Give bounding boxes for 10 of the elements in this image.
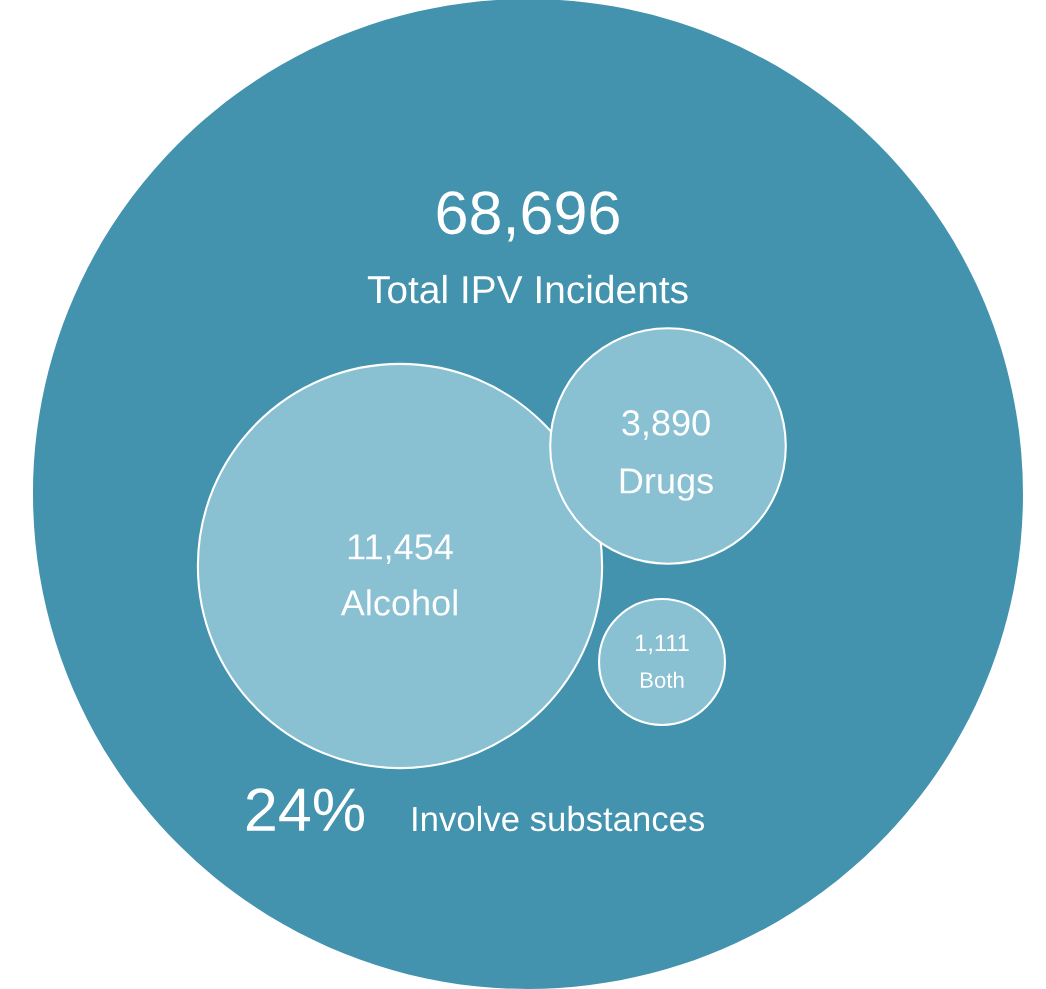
- data-label: 11,454: [348, 534, 453, 564]
- category-label: Both: [640, 671, 684, 688]
- category-label: Alcohol: [340, 589, 457, 616]
- text: 24%: [246, 788, 364, 832]
- category-label: Total IPV Incidents: [367, 274, 688, 304]
- category-label: Drugs: [620, 468, 713, 501]
- data-label: 3,890: [622, 410, 710, 440]
- text: Involve substances: [413, 805, 705, 832]
- data-label: 1,111: [636, 634, 689, 655]
- data-label: 68,696: [437, 191, 619, 242]
